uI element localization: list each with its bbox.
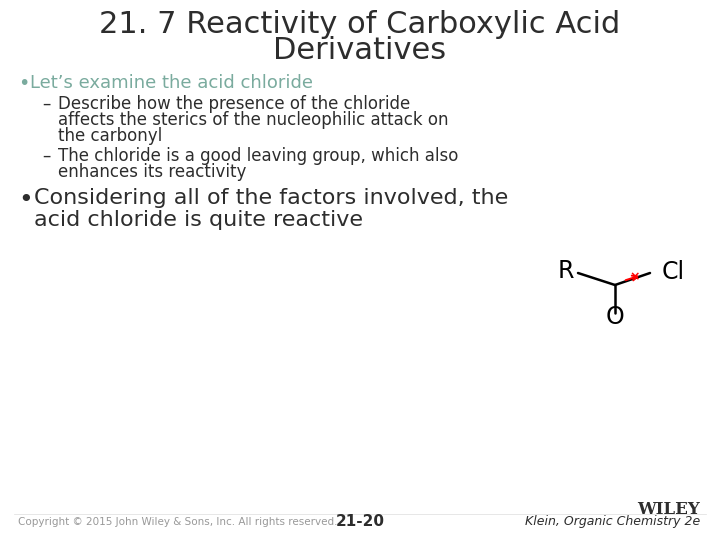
Text: 21-20: 21-20 xyxy=(336,515,384,530)
Text: The chloride is a good leaving group, which also: The chloride is a good leaving group, wh… xyxy=(58,147,459,165)
Text: •: • xyxy=(18,74,30,93)
Text: 21. 7 Reactivity of Carboxylic Acid: 21. 7 Reactivity of Carboxylic Acid xyxy=(99,10,621,39)
Text: acid chloride is quite reactive: acid chloride is quite reactive xyxy=(34,210,363,230)
Text: Klein, Organic Chemistry 2e: Klein, Organic Chemistry 2e xyxy=(525,516,700,529)
Text: enhances its reactivity: enhances its reactivity xyxy=(58,163,246,181)
Text: –: – xyxy=(42,147,50,165)
Text: Copyright © 2015 John Wiley & Sons, Inc. All rights reserved.: Copyright © 2015 John Wiley & Sons, Inc.… xyxy=(18,517,338,527)
Text: ×: × xyxy=(629,270,640,283)
Text: Considering all of the factors involved, the: Considering all of the factors involved,… xyxy=(34,188,508,208)
Text: Cl: Cl xyxy=(662,260,685,284)
Text: WILEY: WILEY xyxy=(637,502,700,518)
Text: the carbonyl: the carbonyl xyxy=(58,127,162,145)
Text: Let’s examine the acid chloride: Let’s examine the acid chloride xyxy=(30,74,313,92)
Text: Describe how the presence of the chloride: Describe how the presence of the chlorid… xyxy=(58,95,410,113)
Text: O: O xyxy=(606,305,624,329)
Text: Derivatives: Derivatives xyxy=(274,36,446,65)
Text: –: – xyxy=(42,95,50,113)
Text: R: R xyxy=(558,259,575,283)
Text: •: • xyxy=(18,188,32,212)
Text: affects the sterics of the nucleophilic attack on: affects the sterics of the nucleophilic … xyxy=(58,111,449,129)
